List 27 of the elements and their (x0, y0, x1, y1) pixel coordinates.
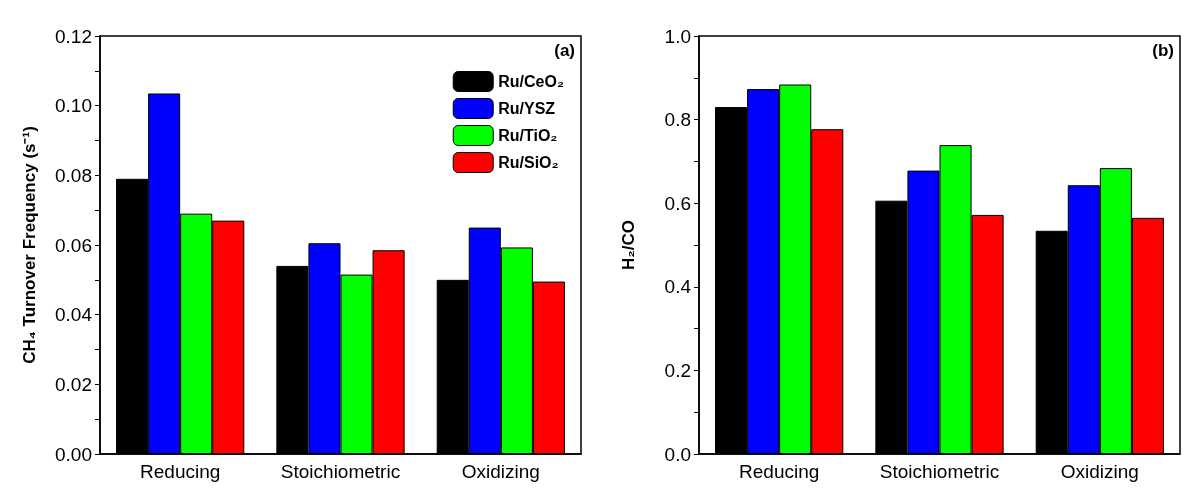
y-tick-label: 0.10 (55, 95, 92, 117)
y-tick-label: 0.2 (664, 359, 691, 381)
annotation: (b) (1152, 41, 1175, 60)
legend-label: Ru/YSZ (498, 100, 556, 117)
legend-label: Ru/CeO₂ (498, 73, 564, 90)
y-tick-label: 0.12 (55, 25, 92, 47)
y-tick-label: 0.6 (664, 192, 691, 214)
x-tick-label: Oxidizing (461, 461, 540, 482)
annotation: (a) (554, 41, 575, 60)
y-axis-title: CH₄ Turnover Frequency (s⁻¹) (20, 126, 39, 364)
y-axis-title: H₂/CO (619, 219, 638, 271)
y-tick-label: 0.00 (55, 443, 92, 465)
x-tick-label: Stoichiometric (879, 461, 1000, 482)
y-tick-label: 0.0 (664, 443, 691, 465)
y-tick-label: 1.0 (664, 25, 691, 47)
legend-label: Ru/TiO₂ (498, 127, 558, 144)
legend-label: Ru/SiO₂ (498, 154, 559, 171)
y-tick-label: 0.4 (664, 276, 692, 298)
y-tick-label: 0.06 (55, 234, 92, 256)
x-tick-label: Oxidizing (1060, 461, 1139, 482)
y-tick-label: 0.08 (55, 164, 92, 186)
y-tick-label: 0.8 (664, 109, 691, 131)
y-tick-label: 0.02 (55, 373, 92, 395)
x-tick-label: Reducing (140, 461, 221, 482)
x-tick-label: Reducing (739, 461, 820, 482)
x-tick-label: Stoichiometric (280, 461, 401, 482)
y-tick-label: 0.04 (55, 304, 93, 326)
